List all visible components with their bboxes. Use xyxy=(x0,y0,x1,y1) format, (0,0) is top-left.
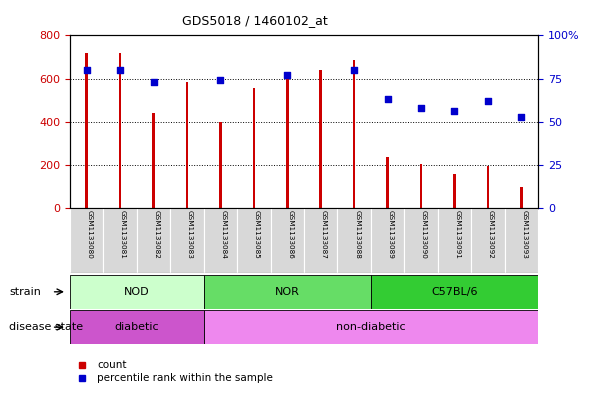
Bar xyxy=(237,208,271,273)
Point xyxy=(416,105,426,111)
Bar xyxy=(505,208,538,273)
Text: GSM1133080: GSM1133080 xyxy=(86,210,92,259)
Bar xyxy=(219,122,222,208)
Bar xyxy=(103,208,137,273)
Bar xyxy=(371,275,538,309)
Text: GSM1133086: GSM1133086 xyxy=(287,210,293,259)
Bar xyxy=(152,113,155,208)
Text: GDS5018 / 1460102_at: GDS5018 / 1460102_at xyxy=(182,14,328,27)
Text: disease state: disease state xyxy=(9,322,83,332)
Point xyxy=(115,67,125,73)
Bar xyxy=(353,60,356,208)
Point xyxy=(483,98,493,104)
Bar xyxy=(438,208,471,273)
Bar xyxy=(386,158,389,208)
Bar xyxy=(486,166,489,208)
Text: GSM1133088: GSM1133088 xyxy=(354,210,360,259)
Bar xyxy=(304,208,337,273)
Text: strain: strain xyxy=(9,287,41,297)
Text: GSM1133093: GSM1133093 xyxy=(521,210,527,259)
Bar xyxy=(204,310,538,344)
Bar xyxy=(420,164,423,208)
Bar xyxy=(204,208,237,273)
Text: GSM1133081: GSM1133081 xyxy=(120,210,126,259)
Text: NOD: NOD xyxy=(124,287,150,297)
Text: diabetic: diabetic xyxy=(114,322,159,332)
Bar xyxy=(70,208,103,273)
Bar xyxy=(520,187,523,208)
Text: GSM1133083: GSM1133083 xyxy=(187,210,193,259)
Bar xyxy=(286,72,289,208)
Text: non-diabetic: non-diabetic xyxy=(336,322,406,332)
Point xyxy=(282,72,292,78)
Bar xyxy=(371,208,404,273)
Bar xyxy=(404,208,438,273)
Bar xyxy=(137,208,170,273)
Point xyxy=(349,67,359,73)
Bar xyxy=(119,53,122,208)
Bar xyxy=(204,275,371,309)
Text: percentile rank within the sample: percentile rank within the sample xyxy=(97,373,273,383)
Bar xyxy=(271,208,304,273)
Bar xyxy=(252,88,255,208)
Bar xyxy=(471,208,505,273)
Bar xyxy=(319,70,322,208)
Bar xyxy=(337,208,371,273)
Point xyxy=(517,114,527,120)
Point xyxy=(449,108,460,115)
Bar xyxy=(70,310,204,344)
Bar xyxy=(170,208,204,273)
Text: GSM1133082: GSM1133082 xyxy=(153,210,159,259)
Point xyxy=(215,77,225,83)
Text: GSM1133090: GSM1133090 xyxy=(421,210,427,259)
Text: C57BL/6: C57BL/6 xyxy=(431,287,478,297)
Text: GSM1133085: GSM1133085 xyxy=(254,210,260,259)
Bar xyxy=(85,53,88,208)
Text: GSM1133091: GSM1133091 xyxy=(454,210,460,259)
Bar xyxy=(185,82,188,208)
Point xyxy=(81,67,91,73)
Text: GSM1133089: GSM1133089 xyxy=(388,210,393,259)
Text: count: count xyxy=(97,360,127,370)
Text: NOR: NOR xyxy=(275,287,300,297)
Point xyxy=(148,79,158,85)
Point xyxy=(383,96,393,103)
Text: GSM1133084: GSM1133084 xyxy=(220,210,226,259)
Text: GSM1133092: GSM1133092 xyxy=(488,210,494,259)
Text: GSM1133087: GSM1133087 xyxy=(321,210,326,259)
Bar xyxy=(453,174,456,208)
Bar xyxy=(70,275,204,309)
